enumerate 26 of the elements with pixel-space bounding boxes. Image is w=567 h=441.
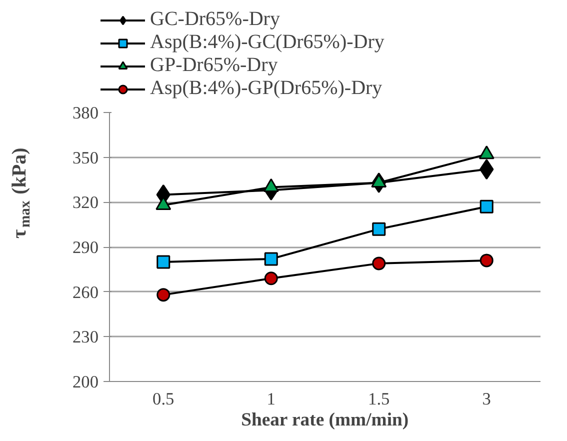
x-axis-title: Shear rate (mm/min) <box>241 410 409 430</box>
y-tick-label: 380 <box>72 104 99 122</box>
x-tick-label: 0.5 <box>152 390 174 408</box>
y-axis-title: τmax (kPa) <box>8 148 34 238</box>
y-tick-label: 290 <box>72 238 99 257</box>
y-tick-label: 230 <box>72 328 99 347</box>
y-tick-label: 320 <box>72 193 99 212</box>
legend-label: GP-Dr65%-Dry <box>150 54 278 77</box>
point <box>156 288 170 302</box>
x-tick-label: 1 <box>266 390 276 408</box>
point <box>478 146 494 160</box>
point <box>480 200 494 214</box>
legend-label: GC-Dr65%-Dry <box>150 8 280 31</box>
legend-label: Asp(B:4%)-GP(Dr65%)-Dry <box>150 77 382 100</box>
point <box>264 252 278 266</box>
x-tick-label: 3 <box>482 390 491 408</box>
point <box>372 222 386 236</box>
point <box>480 254 494 268</box>
y-tick-label: 350 <box>72 148 99 168</box>
x-tick-label: 1.5 <box>368 390 390 408</box>
point <box>156 255 170 269</box>
y-tick-label: 260 <box>72 282 99 302</box>
point <box>372 256 386 270</box>
point <box>264 272 278 286</box>
legend-label: Asp(B:4%)-GC(Dr65%)-Dry <box>150 31 384 54</box>
y-tick-label: 200 <box>72 372 99 392</box>
